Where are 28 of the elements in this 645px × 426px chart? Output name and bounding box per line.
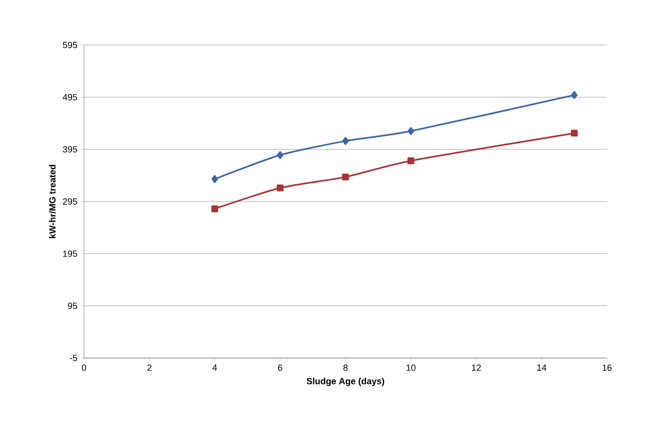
x-tick-label: 4 <box>212 364 217 371</box>
x-tick-label: 8 <box>343 364 348 371</box>
y-axis-title: kW-hr/MG treated <box>49 164 56 238</box>
y-tick-label: 295 <box>62 198 78 205</box>
point <box>342 136 349 145</box>
x-tick-label: 6 <box>278 364 282 371</box>
y-tick-label: 95 <box>68 302 78 310</box>
x-tick-label: 16 <box>602 364 612 371</box>
x-tick-label: 10 <box>406 364 416 371</box>
x-tick-label: 0 <box>82 364 86 371</box>
x-tick-label: 14 <box>537 364 546 371</box>
x-axis-title: Sludge Age (days) <box>306 378 384 386</box>
point <box>276 151 284 160</box>
y-tick-label: 595 <box>62 42 78 48</box>
point <box>342 174 349 180</box>
point <box>211 205 218 212</box>
y-tick-label: 395 <box>62 146 78 153</box>
x-tick-label: 12 <box>472 364 481 371</box>
point <box>407 157 414 164</box>
y-tick-label: 495 <box>62 94 78 100</box>
y-tick-label: -5 <box>70 354 78 362</box>
point <box>571 91 578 100</box>
x-tick-label: 2 <box>147 364 152 371</box>
point <box>408 127 414 136</box>
y-tick-label: 195 <box>63 250 78 257</box>
point <box>570 130 578 137</box>
point <box>212 175 218 184</box>
point <box>276 184 284 192</box>
